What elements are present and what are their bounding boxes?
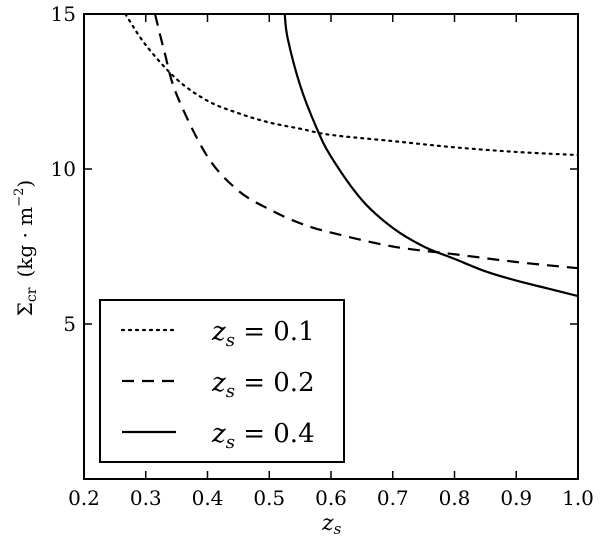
x-axis-ticks: 0.2 0.3 0.4 0.5 0.6 0.7 0.8 0.9 1.0 [68,14,594,510]
x-tick-label: 0.6 [315,486,347,510]
x-tick-label: 0.4 [192,486,224,510]
x-tick-label: 0.5 [253,486,285,510]
legend-label-1: zs = 0.1 [211,317,315,351]
x-tick-label: 0.3 [130,486,162,510]
legend-label-2: zs = 0.2 [211,368,315,402]
y-axis-ticks: 5 10 15 [51,2,578,336]
x-tick-label: 1.0 [562,486,594,510]
plot-lines [124,14,578,298]
y-tick-label: 10 [51,157,76,181]
legend: zs = 0.1 zs = 0.2 zs = 0.4 [99,299,345,463]
series-line-1 [124,14,578,157]
legend-label-3: zs = 0.4 [211,419,315,453]
series-line-2 [153,14,578,270]
x-tick-label: 0.2 [68,486,100,510]
y-axis-label: Σcr(kg · m−2) [12,180,40,316]
x-tick-label: 0.9 [500,486,532,510]
legend-box [99,299,345,463]
x-tick-label: 0.8 [439,486,471,510]
x-tick-label: 0.7 [377,486,409,510]
y-tick-label: 5 [63,312,76,336]
series-line-3 [283,14,578,298]
y-tick-label: 15 [51,2,76,26]
x-axis-label: zs [321,511,342,536]
